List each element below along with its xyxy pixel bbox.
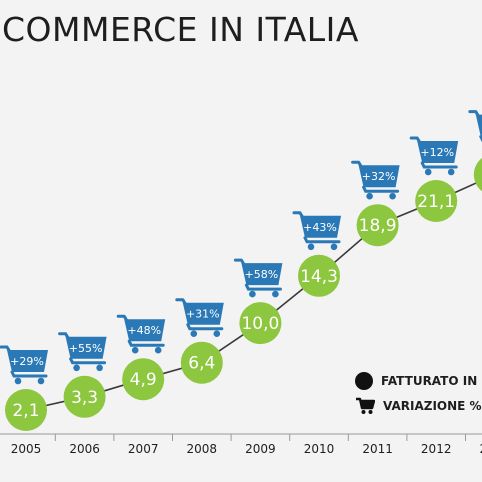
cart-icon: +55% xyxy=(58,332,107,372)
cart-icon: +31% xyxy=(175,298,224,337)
variation-label: +31% xyxy=(186,308,220,321)
x-tick-label: 2010 xyxy=(304,442,335,456)
data-point-circle xyxy=(239,302,282,345)
data-point-label: 2,1 xyxy=(12,401,39,421)
data-point-label: 6,4 xyxy=(188,354,215,374)
variation-carts: +29% +55% +48% +31% +58% +43% +32% +12% + xyxy=(0,110,482,385)
cart-icon: +12% xyxy=(409,136,459,176)
legend-label-fatturato: FATTURATO IN I xyxy=(381,374,482,388)
x-tick-label: 2005 xyxy=(11,442,42,456)
data-point-circle xyxy=(473,157,482,192)
data-point-circle xyxy=(63,375,106,418)
variation-label: +12% xyxy=(420,146,454,159)
data-point-circle xyxy=(122,358,165,401)
legend-item-fatturato: FATTURATO IN I xyxy=(355,372,482,390)
data-point-label: 3,3 xyxy=(71,388,98,408)
x-tick-label: 2006 xyxy=(69,442,100,456)
cart-icon: + xyxy=(468,110,482,143)
data-point-circle xyxy=(298,254,340,297)
variation-label: +29% xyxy=(10,355,44,368)
cart-icon: +48% xyxy=(116,314,166,354)
legend-circle-icon xyxy=(355,372,373,390)
variation-label: +48% xyxy=(127,324,161,337)
x-tick-label: 2008 xyxy=(187,442,218,456)
cart-icon: +43% xyxy=(292,211,341,251)
data-point-label: 21,1 xyxy=(417,192,455,212)
x-tick-label: 2013 xyxy=(480,442,482,456)
legend-label-variazione: VARIAZIONE % xyxy=(383,399,482,413)
data-point-circle xyxy=(415,180,458,222)
variation-label: +32% xyxy=(362,170,396,183)
x-tick-label: 2007 xyxy=(128,442,159,456)
data-points: 2,13,34,96,410,014,318,921,12 xyxy=(5,157,482,431)
data-point-label: 4,9 xyxy=(130,370,157,390)
cart-icon: +29% xyxy=(0,345,48,385)
cart-icon: +58% xyxy=(233,258,283,298)
cart-icon: +32% xyxy=(351,160,400,200)
legend-item-variazione: VARIAZIONE % xyxy=(355,397,482,415)
data-point-circle xyxy=(5,389,47,431)
x-axis: 2005 2006 2007 2008 2009 2010 2011 2012 2013 xyxy=(0,433,482,456)
data-point-label: 18,9 xyxy=(359,216,397,236)
data-point-circle xyxy=(180,341,223,384)
legend-cart-icon xyxy=(356,397,375,414)
data-point-circle xyxy=(356,204,399,247)
data-point-label: 14,3 xyxy=(300,267,338,287)
variation-label: +55% xyxy=(69,342,103,355)
chart-title: COMMERCE IN ITALIA xyxy=(2,10,359,49)
x-tick-label: 2012 xyxy=(421,442,452,456)
variation-label: +58% xyxy=(245,268,279,281)
x-tick-label: 2011 xyxy=(362,442,393,456)
x-tick-label: 2009 xyxy=(245,442,276,456)
data-point-label: 10,0 xyxy=(241,314,279,334)
variation-label: +43% xyxy=(303,221,337,234)
